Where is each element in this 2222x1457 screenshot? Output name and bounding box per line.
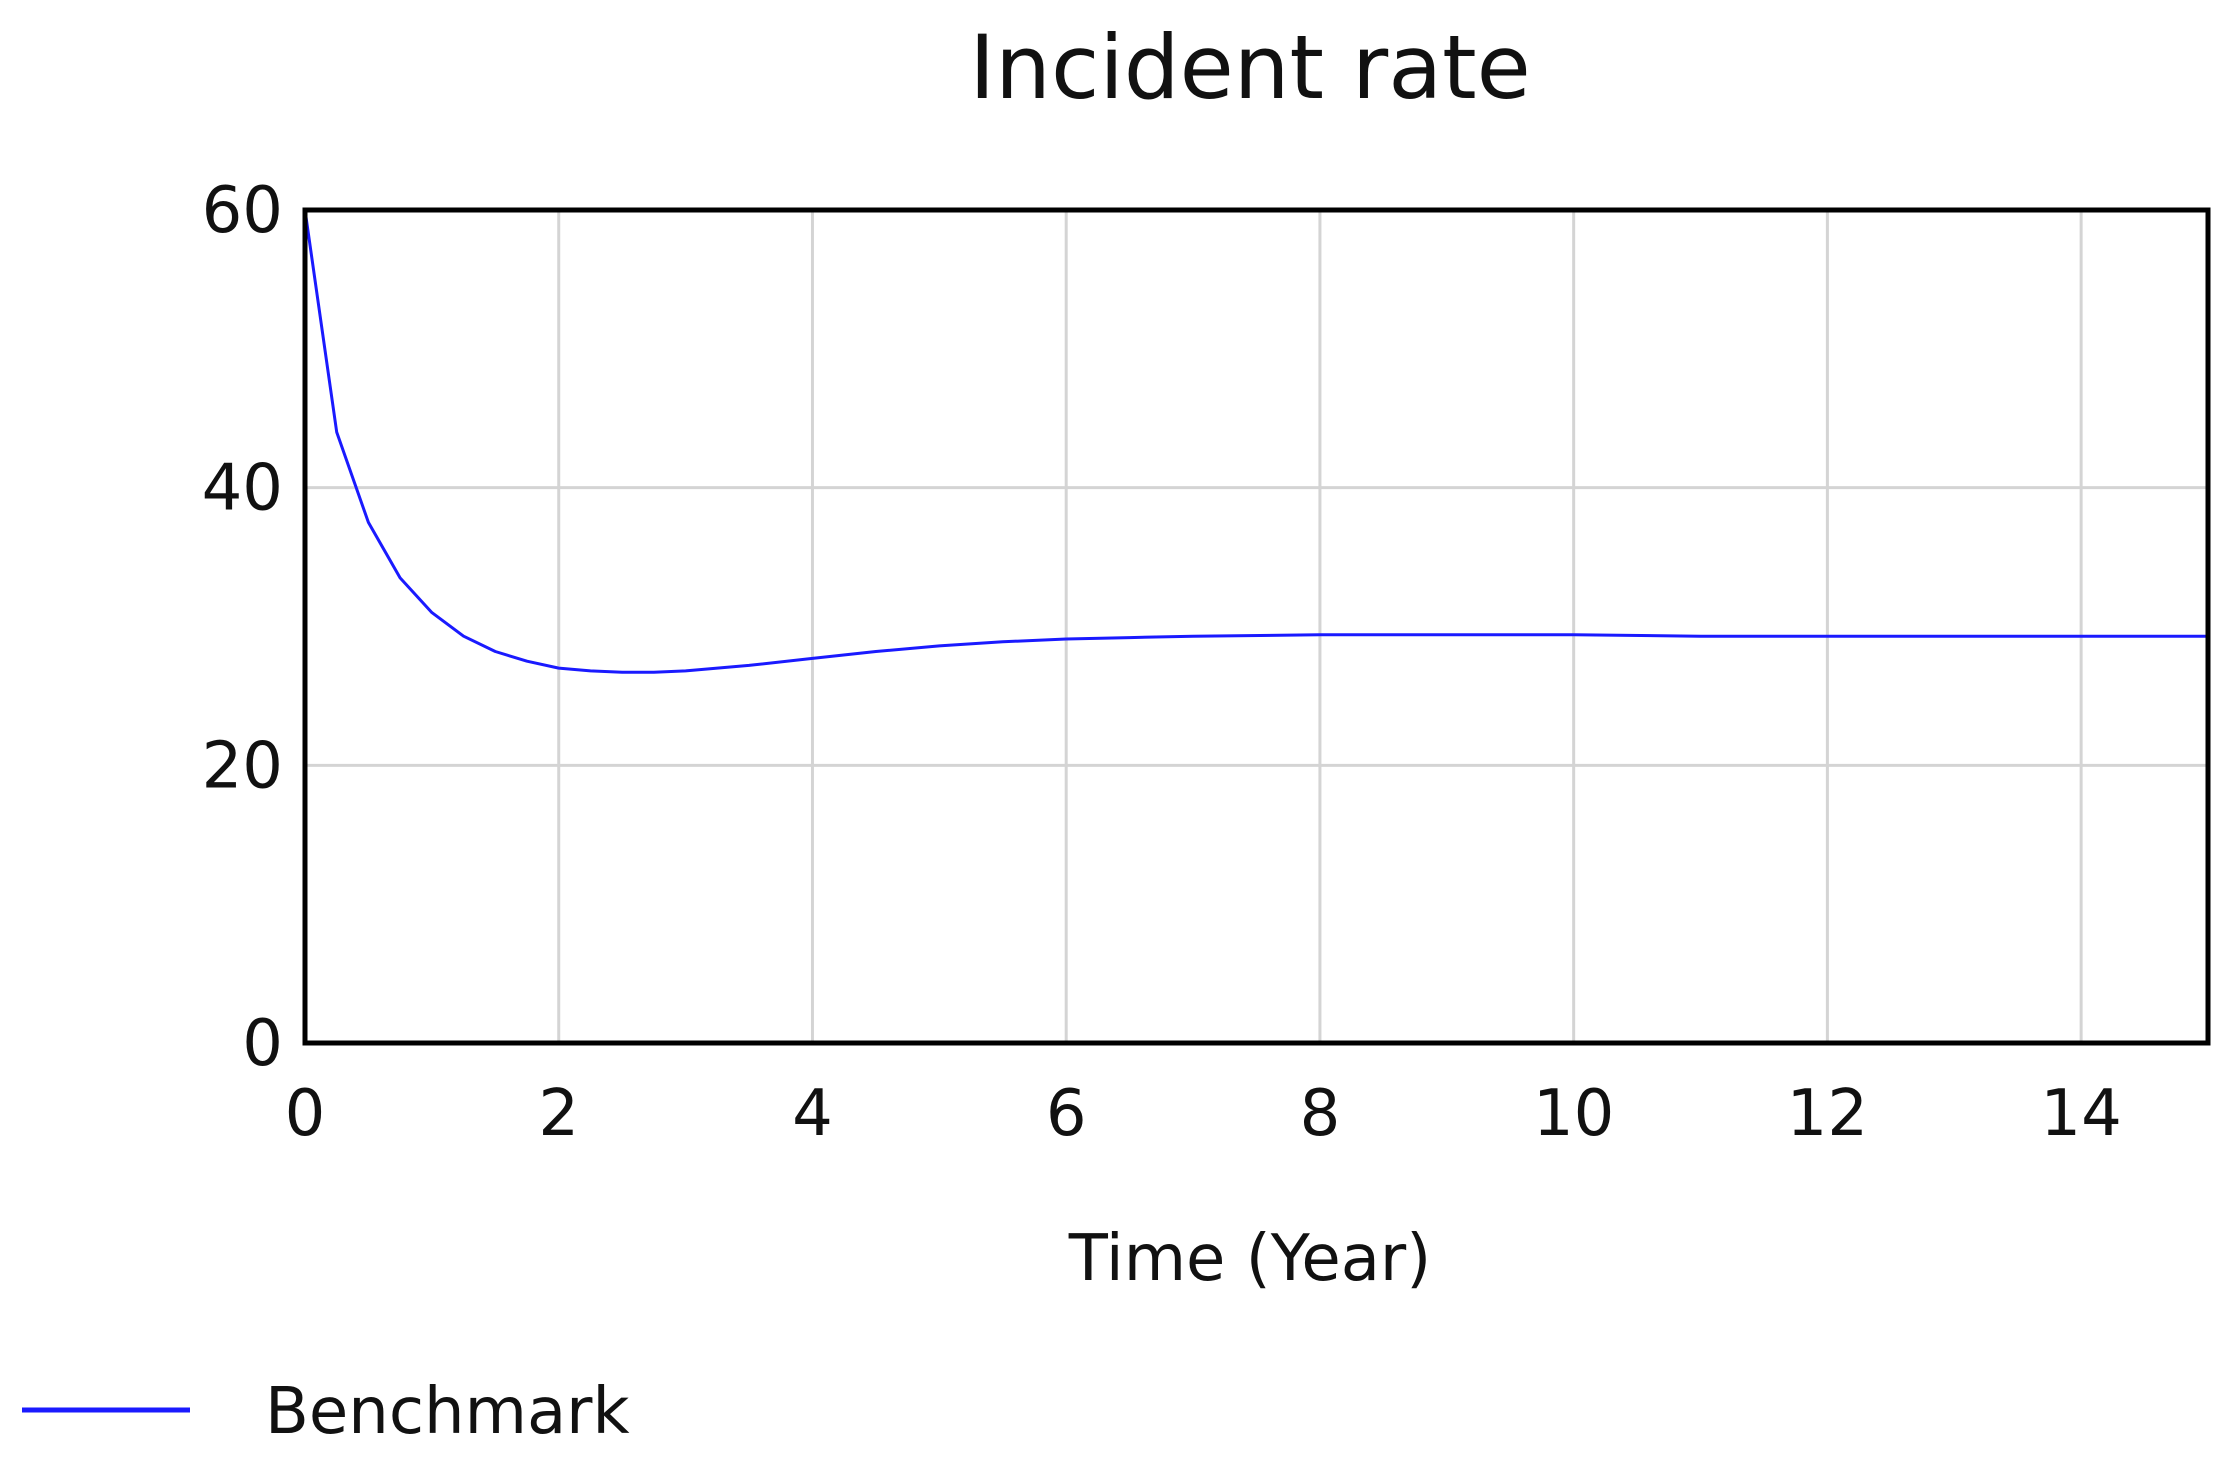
legend-label-benchmark: Benchmark: [265, 1375, 630, 1449]
x-tick-label-12: 12: [1787, 1077, 1868, 1151]
x-axis-label: Time (Year): [1068, 1222, 1431, 1296]
x-tick-label-8: 8: [1300, 1077, 1341, 1151]
grid: [305, 210, 2208, 1043]
plot-area-frame: [302, 207, 2211, 1046]
y-axis-ticks: 0 20 40 60: [202, 174, 283, 1081]
x-tick-label-10: 10: [1533, 1077, 1614, 1151]
chart-title: Incident rate: [969, 16, 1531, 119]
x-tick-label-14: 14: [2040, 1077, 2121, 1151]
y-tick-label-0: 0: [242, 1007, 283, 1081]
series-layer: [303, 208, 2210, 674]
x-tick-label-0: 0: [285, 1077, 326, 1151]
x-axis-ticks: 0 2 4 6 8 10 12 14: [285, 1077, 2122, 1151]
y-tick-label-40: 40: [202, 452, 283, 526]
legend: Benchmark: [22, 1375, 630, 1449]
x-tick-label-6: 6: [1046, 1077, 1087, 1151]
x-tick-label-2: 2: [538, 1077, 579, 1151]
y-tick-label-60: 60: [202, 174, 283, 248]
y-tick-label-20: 20: [202, 729, 283, 803]
series-line-benchmark: [303, 208, 2210, 674]
x-tick-label-4: 4: [792, 1077, 833, 1151]
